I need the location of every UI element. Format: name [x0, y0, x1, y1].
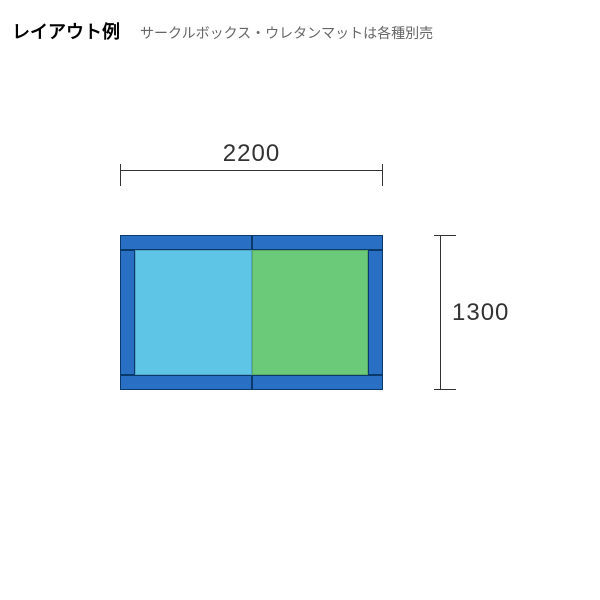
circle-box-segment: [120, 375, 252, 390]
urethane-mat-right: [252, 250, 369, 375]
circle-box-segment: [368, 250, 383, 375]
circle-box-segment: [252, 235, 384, 250]
circle-box-border-left: [120, 250, 135, 375]
page-subtitle: サークルボックス・ウレタンマットは各種別売: [140, 23, 433, 43]
header: レイアウト例 サークルボックス・ウレタンマットは各種別売: [12, 18, 433, 44]
page-title: レイアウト例: [12, 18, 120, 44]
width-dimension: 2200: [120, 140, 383, 205]
circle-box-border-right: [368, 250, 383, 375]
circle-box-segment: [120, 235, 252, 250]
circle-box-border-bottom: [120, 375, 383, 390]
width-dimension-tick: [382, 164, 383, 186]
circle-box-segment: [120, 250, 135, 375]
height-dimension-tick: [434, 235, 456, 236]
height-dimension: 1300: [410, 235, 490, 390]
circle-box-segment: [252, 375, 384, 390]
width-dimension-line: [120, 170, 383, 171]
height-dimension-line: [440, 235, 441, 390]
width-dimension-tick: [120, 164, 121, 186]
height-dimension-label: 1300: [452, 299, 509, 327]
urethane-mats: [135, 250, 368, 375]
height-dimension-tick: [434, 389, 456, 390]
mat-layout-shape: [120, 235, 383, 390]
circle-box-border-top: [120, 235, 383, 250]
width-dimension-label: 2200: [223, 140, 280, 168]
layout-diagram: 2200 1300: [80, 140, 530, 470]
urethane-mat-left: [135, 250, 252, 375]
